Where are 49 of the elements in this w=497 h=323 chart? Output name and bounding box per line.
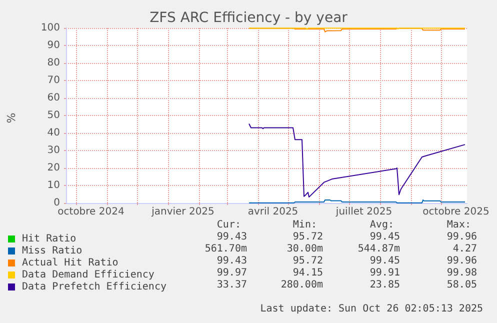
y-tick-label: 60 (47, 92, 60, 104)
text: 99.43 (216, 232, 247, 242)
text: 99.43 (216, 256, 247, 266)
y-tick-label: 0 (54, 198, 60, 208)
y-tick-label: 90 (47, 40, 60, 51)
text: 33.37 (216, 280, 247, 290)
y-tick-label: 70 (47, 75, 60, 86)
text: Min: (292, 220, 317, 230)
chart-title: ZFS ARC Efficiency - by year (150, 10, 348, 26)
text: 99.45 (370, 232, 400, 242)
text: 95.72 (292, 256, 323, 266)
legend-label: Data Prefetch Efficiency (22, 282, 166, 292)
x-tick-label: octobre 2024 (58, 206, 124, 218)
text: 99.98 (446, 268, 477, 278)
y-tick-label: 50 (47, 110, 60, 121)
line-series (248, 123, 466, 198)
text: 23.85 (370, 280, 400, 290)
text: 561.70m (204, 244, 247, 254)
text: 544.87m (358, 244, 400, 254)
text: 58.05 (446, 280, 477, 290)
text: Avg: (370, 220, 394, 230)
text: Cur: (216, 220, 241, 230)
legend-label: Miss Ratio (22, 246, 82, 256)
x-tick-label: octobre 2025 (422, 206, 490, 218)
text: 99.45 (370, 256, 400, 266)
y-tick-label: 40 (47, 128, 60, 138)
text: Last update: Sun Oct 26 02:05:13 2025 (260, 304, 484, 314)
x-tick-label: janvier 2025 (150, 206, 214, 218)
text: 99.96 (446, 256, 477, 266)
text: 4.27 (452, 244, 477, 254)
legend-label: Actual Hit Ratio (22, 258, 118, 268)
y-tick-label: 10 (47, 180, 60, 191)
text: 95.72 (292, 232, 323, 242)
legend-label: Hit Ratio (22, 234, 76, 244)
text: 94.15 (292, 268, 323, 278)
text: 30.00m (286, 244, 323, 254)
text: 99.96 (446, 232, 477, 242)
x-tick-label: juillet 2025 (334, 206, 392, 218)
text: 99.97 (216, 268, 247, 278)
y-tick-label: 20 (47, 162, 60, 174)
y-tick-label: 80 (47, 58, 60, 68)
text: 280.00m (280, 280, 323, 290)
text: 99.91 (370, 268, 400, 278)
x-tick-label: avril 2025 (248, 206, 298, 218)
y-tick-label: 100 (40, 22, 60, 34)
y-axis-title: % (5, 112, 18, 124)
text: Max: (446, 220, 471, 230)
legend-label: Data Demand Efficiency (22, 270, 154, 280)
y-tick-label: 30 (47, 145, 60, 156)
